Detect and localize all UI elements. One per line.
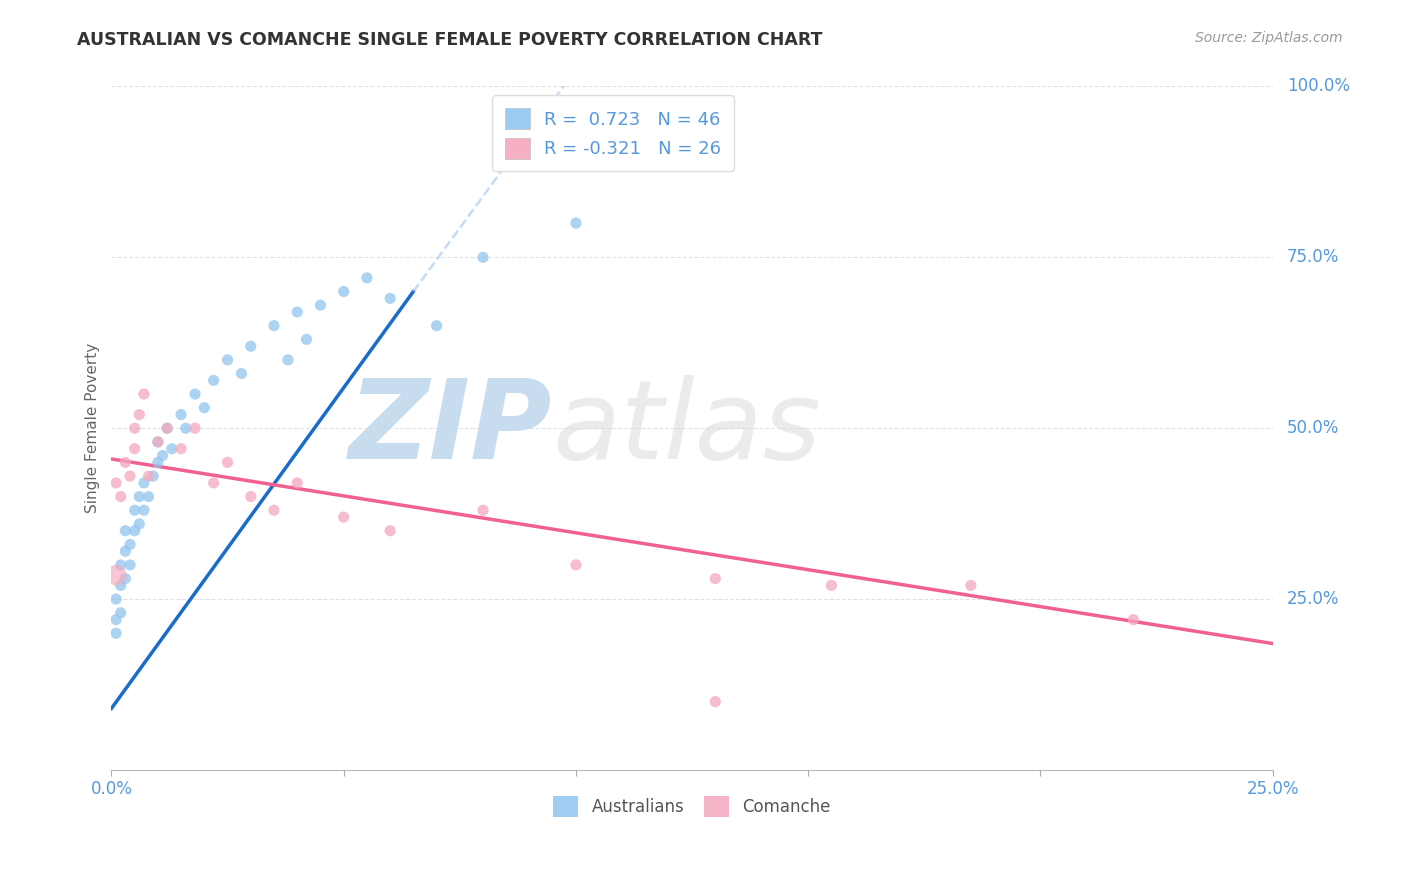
Point xyxy=(378,291,401,305)
Text: AUSTRALIAN VS COMANCHE SINGLE FEMALE POVERTY CORRELATION CHART: AUSTRALIAN VS COMANCHE SINGLE FEMALE POV… xyxy=(77,31,823,49)
Point xyxy=(124,524,146,538)
Point xyxy=(588,100,610,114)
Point xyxy=(142,469,165,483)
Point xyxy=(202,475,225,490)
Point xyxy=(118,558,141,572)
Text: 25.0%: 25.0% xyxy=(1286,591,1339,608)
Point xyxy=(138,490,160,504)
Text: 100.0%: 100.0% xyxy=(1286,78,1350,95)
Point xyxy=(160,442,183,456)
Point xyxy=(959,578,981,592)
Point xyxy=(285,305,308,319)
Point xyxy=(146,434,169,449)
Point xyxy=(295,332,318,346)
Point xyxy=(356,270,378,285)
Point xyxy=(239,339,262,353)
Point xyxy=(681,100,703,114)
Point xyxy=(332,285,354,299)
Point xyxy=(156,421,179,435)
Point xyxy=(634,100,657,114)
Point xyxy=(114,455,136,469)
Legend: Australians, Comanche: Australians, Comanche xyxy=(547,789,838,823)
Point xyxy=(152,449,174,463)
Point xyxy=(277,352,299,367)
Point xyxy=(128,516,150,531)
Point xyxy=(309,298,332,312)
Point xyxy=(426,318,449,333)
Point xyxy=(110,606,132,620)
Point xyxy=(114,524,136,538)
Point xyxy=(184,421,207,435)
Point xyxy=(263,503,285,517)
Point xyxy=(820,578,842,592)
Point xyxy=(170,442,193,456)
Point xyxy=(132,475,155,490)
Text: 50.0%: 50.0% xyxy=(1286,419,1339,437)
Point xyxy=(146,455,169,469)
Point xyxy=(217,455,239,469)
Point xyxy=(124,442,146,456)
Point xyxy=(124,503,146,517)
Text: 75.0%: 75.0% xyxy=(1286,248,1339,267)
Point xyxy=(114,544,136,558)
Point xyxy=(110,558,132,572)
Point xyxy=(138,469,160,483)
Point xyxy=(105,568,128,582)
Y-axis label: Single Female Poverty: Single Female Poverty xyxy=(86,343,100,513)
Point xyxy=(193,401,215,415)
Point xyxy=(124,421,146,435)
Point xyxy=(565,216,588,230)
Point xyxy=(285,475,308,490)
Point xyxy=(118,537,141,551)
Text: atlas: atlas xyxy=(553,375,821,482)
Point xyxy=(378,524,401,538)
Point xyxy=(202,373,225,387)
Point xyxy=(132,503,155,517)
Point xyxy=(146,434,169,449)
Point xyxy=(472,250,495,264)
Point xyxy=(1122,613,1144,627)
Point xyxy=(132,387,155,401)
Point xyxy=(128,408,150,422)
Point xyxy=(704,695,727,709)
Point xyxy=(263,318,285,333)
Point xyxy=(170,408,193,422)
Point xyxy=(156,421,179,435)
Text: Source: ZipAtlas.com: Source: ZipAtlas.com xyxy=(1195,31,1343,45)
Point xyxy=(217,352,239,367)
Point xyxy=(231,367,253,381)
Point xyxy=(565,558,588,572)
Point xyxy=(114,572,136,586)
Point xyxy=(105,592,128,607)
Point xyxy=(472,503,495,517)
Text: ZIP: ZIP xyxy=(349,375,553,482)
Point xyxy=(105,626,128,640)
Point xyxy=(105,613,128,627)
Point xyxy=(128,490,150,504)
Point xyxy=(704,572,727,586)
Point xyxy=(239,490,262,504)
Point xyxy=(184,387,207,401)
Point xyxy=(174,421,197,435)
Point xyxy=(110,578,132,592)
Point xyxy=(332,510,354,524)
Point xyxy=(110,490,132,504)
Point xyxy=(105,475,128,490)
Point xyxy=(118,469,141,483)
